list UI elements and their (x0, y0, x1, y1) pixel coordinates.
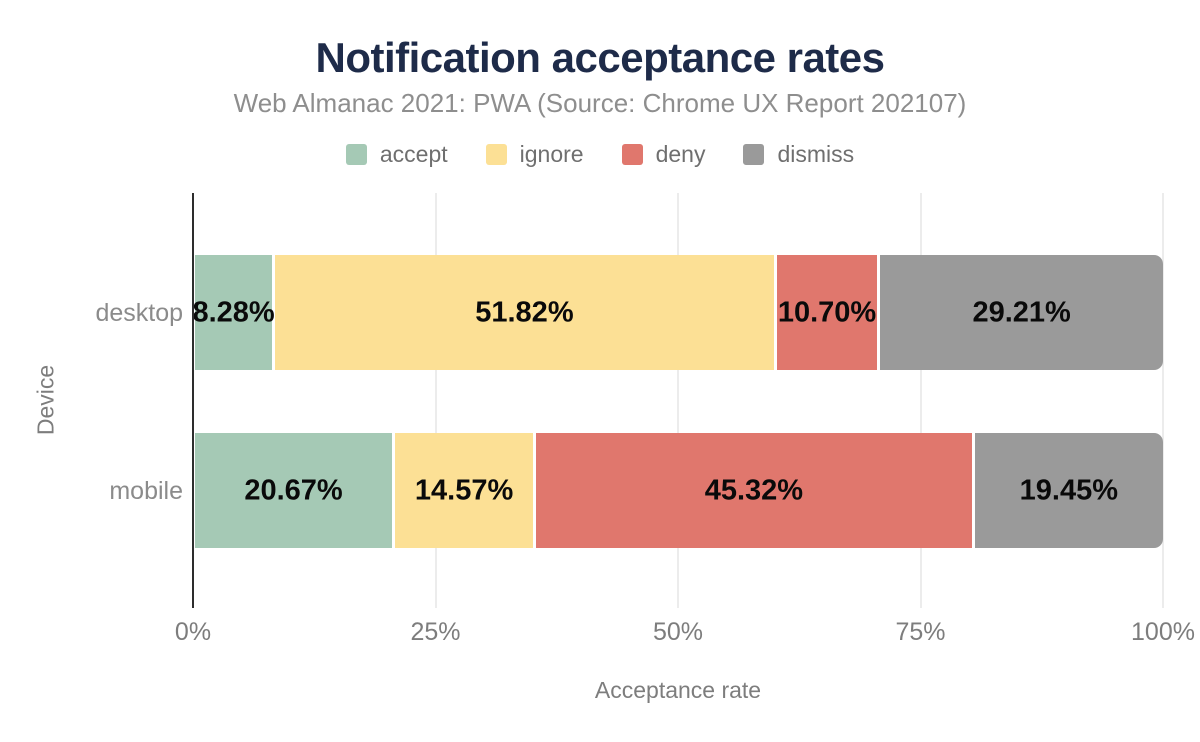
segment-value-label: 10.70% (777, 296, 877, 328)
y-axis-line (192, 193, 194, 608)
plot-area: 8.28% 51.82% 10.70% 29.21% 20.67% 14.57% 45.32… (192, 193, 1164, 608)
bar-segment-desktop-ignore: 51.82% (275, 255, 777, 370)
bar-segment-mobile-accept: 20.67% (195, 433, 396, 548)
bar-segment-desktop-dismiss: 29.21% (880, 255, 1164, 370)
legend: accept ignore deny dismiss (0, 141, 1200, 168)
legend-swatch-ignore (485, 144, 507, 165)
segment-value-label: 8.28% (192, 296, 275, 328)
chart-subtitle: Web Almanac 2021: PWA (Source: Chrome UX… (233, 88, 967, 118)
x-tick-label-75: 75% (895, 618, 946, 646)
bar-mobile: 20.67% 14.57% 45.32% 19.45% (195, 433, 1163, 548)
gridline-100 (1162, 193, 1164, 608)
x-tick-label-50: 50% (652, 618, 704, 646)
chart-title: Notification acceptance rates (315, 34, 885, 81)
legend-item-deny: deny (621, 141, 706, 168)
legend-swatch-accept (345, 144, 367, 165)
legend-item-accept: accept (345, 141, 448, 168)
bar-segment-mobile-deny: 45.32% (536, 433, 975, 548)
gridline-50 (677, 193, 679, 608)
segment-value-label: 29.21% (972, 296, 1071, 328)
legend-label: dismiss (777, 141, 855, 167)
x-tick-label-25: 25% (410, 618, 461, 646)
legend-swatch-deny (621, 144, 643, 165)
segment-value-label: 45.32% (704, 474, 804, 506)
category-label-desktop: desktop (95, 298, 183, 327)
x-axis-title: Acceptance rate (594, 677, 762, 703)
x-tick-label-100: 100% (1131, 618, 1195, 646)
segment-value-label: 51.82% (475, 296, 574, 328)
bar-segment-mobile-dismiss: 19.45% (974, 433, 1163, 548)
legend-label: ignore (519, 141, 584, 167)
category-label-mobile: mobile (109, 476, 183, 505)
legend-item-dismiss: dismiss (743, 141, 854, 168)
legend-swatch-dismiss (743, 144, 765, 165)
segment-value-label: 20.67% (244, 474, 343, 506)
legend-label: deny (655, 141, 706, 167)
gridline-75 (919, 193, 922, 608)
segment-value-label: 14.57% (414, 474, 514, 506)
bar-segment-desktop-deny: 10.70% (776, 255, 881, 370)
x-tick-label-0: 0% (174, 618, 212, 646)
bar-segment-desktop-accept: 8.28% (192, 255, 276, 370)
bar-segment-mobile-ignore: 14.57% (395, 433, 537, 548)
y-axis-title: Device (32, 364, 59, 436)
segment-value-label: 19.45% (1019, 474, 1119, 506)
gridline-25 (434, 193, 437, 608)
bar-desktop: 8.28% 51.82% 10.70% 29.21% (192, 255, 1164, 370)
legend-label: accept (379, 141, 448, 167)
legend-item-ignore: ignore (485, 141, 584, 168)
